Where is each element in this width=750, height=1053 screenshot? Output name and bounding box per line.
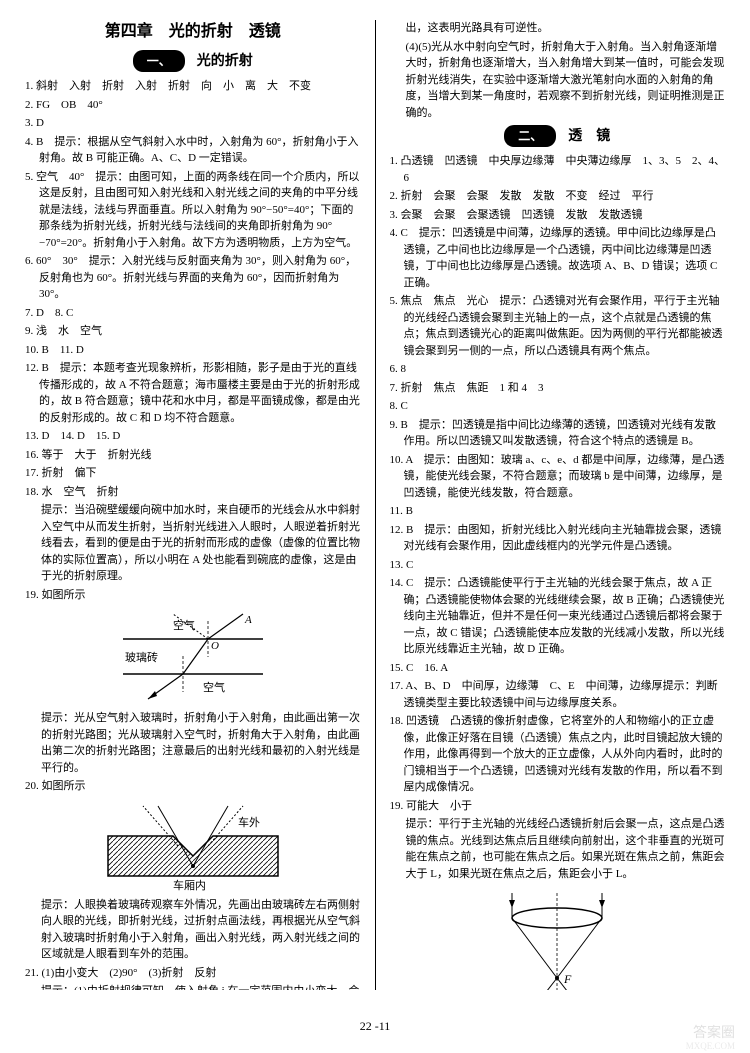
section-1-label: 一、 <box>133 50 185 72</box>
answer-5: 5. 空气 40° 提示：由图可知，上面的两条线在同一个介质内，所以这是反射，且… <box>25 169 361 252</box>
r-answer-19-hint: 提示：平行于主光轴的光线经凸透镜折射后会聚一点，这点是凸透镜的焦点。光线到达焦点… <box>390 816 726 882</box>
answer-2: 2. FG OB 40° <box>25 97 361 114</box>
svg-text:F: F <box>563 972 572 986</box>
r-answer-3: 3. 会聚 会聚 会聚透镜 凹透镜 发散 发散透镜 <box>390 207 726 224</box>
answer-18: 18. 水 空气 折射 <box>25 484 361 501</box>
r-answer-12: 12. B 提示：由图知，折射光线比入射光线向主光轴靠拢会聚，透镜对光线有会聚作… <box>390 522 726 555</box>
answer-6: 6. 60° 30° 提示：入射光线与反射面夹角为 30°，则入射角为 60°，… <box>25 253 361 303</box>
answer-22-cont: 出，这表明光路具有可逆性。 <box>390 20 726 37</box>
answer-19: 19. 如图所示 <box>25 587 361 604</box>
answer-13-15: 13. D 14. D 15. D <box>25 428 361 445</box>
r-answer-14: 14. C 提示：凸透镜能使平行于主光轴的光线会聚于焦点，故 A 正确；凸透镜能… <box>390 575 726 658</box>
answer-18-hint: 提示：当沿碗壁缓缓向碗中加水时，来自硬币的光线会从水中斜射入空气中从而发生折射，… <box>25 502 361 585</box>
svg-text:车厢内: 车厢内 <box>173 878 206 891</box>
svg-text:玻璃砖: 玻璃砖 <box>125 650 158 664</box>
answer-7-8: 7. D 8. C <box>25 305 361 322</box>
svg-text:空气: 空气 <box>173 618 195 632</box>
section-1-title: 一、 光的折射 <box>25 50 361 72</box>
page-number: 22 -11 <box>0 1017 750 1035</box>
answer-21: 21. (1)由小变大 (2)90° (3)折射 反射 <box>25 965 361 982</box>
r-answer-7: 7. 折射 焦点 焦距 1 和 4 3 <box>390 380 726 397</box>
answer-16: 16. 等于 大于 折射光线 <box>25 447 361 464</box>
answer-17: 17. 折射 偏下 <box>25 465 361 482</box>
svg-text:A: A <box>244 614 252 626</box>
r-answer-10: 10. A 提示：由图知：玻璃 a、c、e、d 都是中间厚，边缘薄，是凸透镜，能… <box>390 452 726 502</box>
r-answer-15-16: 15. C 16. A <box>390 660 726 677</box>
diagram-19: 空气 玻璃砖 空气 A O <box>25 609 361 704</box>
answer-20: 20. 如图所示 <box>25 778 361 795</box>
answer-12: 12. B 提示：本题考查光现象辨析，形影相随，影子是由于光的直线传播形成的，故… <box>25 360 361 426</box>
section-2-title: 二、 透 镜 <box>390 125 726 147</box>
r-answer-18: 18. 凹透镜 凸透镜的像折射虚像，它将室外的人和物缩小的正立虚像，此像正好落在… <box>390 713 726 796</box>
r-answer-1: 1. 凸透镜 凹透镜 中央厚边缘薄 中央薄边缘厚 1、3、5 2、4、6 <box>390 153 726 186</box>
answer-10-11: 10. B 11. D <box>25 342 361 359</box>
r-answer-6: 6. 8 <box>390 361 726 378</box>
diagram-r19: F <box>390 888 726 990</box>
answer-1: 1. 斜射 入射 折射 入射 折射 向 小 离 大 不变 <box>25 78 361 95</box>
r-answer-19: 19. 可能大 小于 <box>390 798 726 815</box>
answer-21-hint: 提示：(1)由折射规律可知，使入射角 i 在一定范围内由小变大，会发现折射角 γ… <box>25 983 361 990</box>
section-2-label: 二、 <box>504 125 556 147</box>
answer-22-cont2: (4)(5)光从水中射向空气时，折射角大于入射角。当入射角逐渐增大时，折射角也逐… <box>390 39 726 122</box>
svg-text:O: O <box>211 640 219 652</box>
r-answer-11: 11. B <box>390 503 726 520</box>
answer-4: 4. B 提示：根据从空气斜射入水中时，入射角为 60°，折射角小于入射角。故 … <box>25 134 361 167</box>
r-answer-5: 5. 焦点 焦点 光心 提示：凸透镜对光有会聚作用，平行于主光轴的光线经凸透镜会… <box>390 293 726 359</box>
r-answer-13: 13. C <box>390 557 726 574</box>
section-2-name: 透 镜 <box>568 127 610 143</box>
section-1-name: 光的折射 <box>197 52 253 68</box>
diagram-20: 车外 车厢内 <box>25 801 361 891</box>
column-divider <box>375 20 376 990</box>
r-answer-17: 17. A、B、D 中间厚，边缘薄 C、E 中间薄，边缘厚提示：判断透镜类型主要… <box>390 678 726 711</box>
answer-9: 9. 浅 水 空气 <box>25 323 361 340</box>
answer-3: 3. D <box>25 115 361 132</box>
r-answer-8: 8. C <box>390 398 726 415</box>
right-column: 出，这表明光路具有可逆性。 (4)(5)光从水中射向空气时，折射角大于入射角。当… <box>390 20 726 990</box>
r-answer-2: 2. 折射 会聚 会聚 发散 发散 不变 经过 平行 <box>390 188 726 205</box>
answer-19-hint: 提示：光从空气射入玻璃时，折射角小于入射角，由此画出第一次的折射光路图；光从玻璃… <box>25 710 361 776</box>
r-answer-9: 9. B 提示：凹透镜是指中间比边缘薄的透镜，凹透镜对光线有发散作用。所以凹透镜… <box>390 417 726 450</box>
r-answer-4: 4. C 提示：凹透镜是中间薄，边缘厚的透镜。甲中间比边缘厚是凸透镜，乙中间也比… <box>390 225 726 291</box>
left-column: 第四章 光的折射 透镜 一、 光的折射 1. 斜射 入射 折射 入射 折射 向 … <box>25 20 361 990</box>
svg-text:空气: 空气 <box>203 680 225 694</box>
answer-20-hint: 提示：人眼换着玻璃砖观察车外情况，先画出由玻璃砖左右两侧射向人眼的光线，即折射光… <box>25 897 361 963</box>
chapter-title: 第四章 光的折射 透镜 <box>25 20 361 44</box>
watermark-sub: MXQE.COM <box>686 1040 735 1053</box>
svg-text:车外: 车外 <box>238 815 260 829</box>
